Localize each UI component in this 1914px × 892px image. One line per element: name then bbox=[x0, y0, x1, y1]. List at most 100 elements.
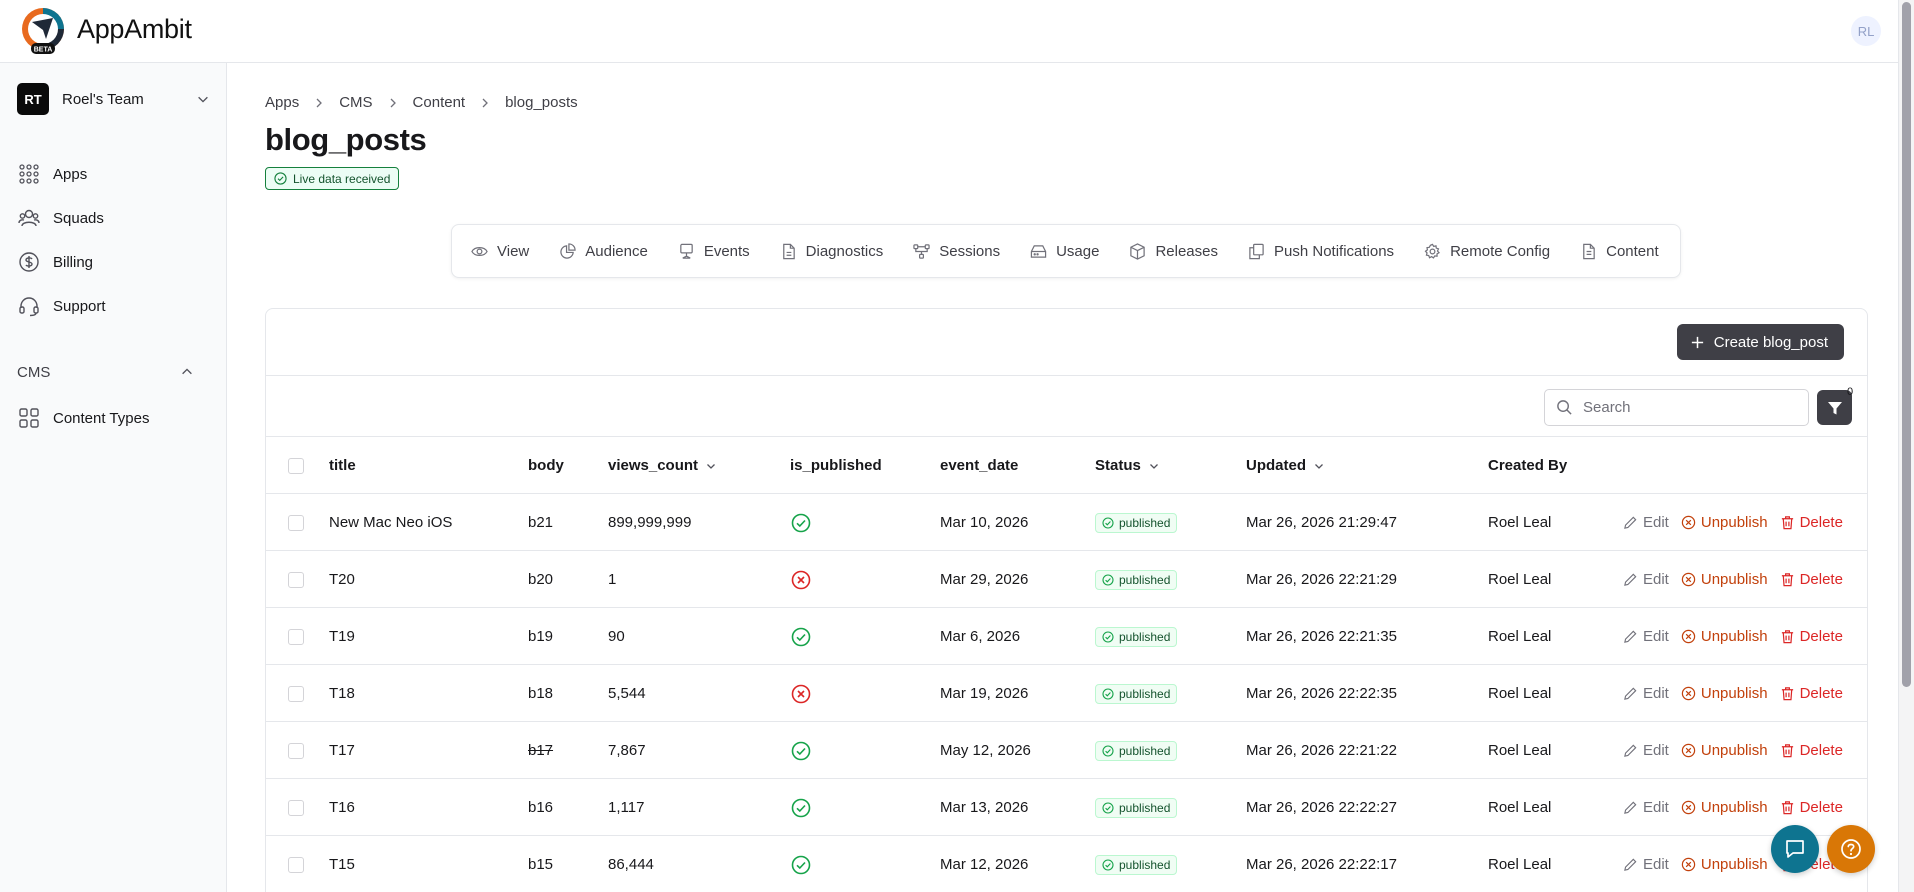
cell-views-count: 899,999,999 bbox=[608, 514, 692, 531]
unpublish-button[interactable]: Unpublish bbox=[1681, 799, 1768, 816]
search-box[interactable] bbox=[1544, 389, 1809, 426]
cell-body: b15 bbox=[528, 856, 554, 873]
tab-push-notifications[interactable]: Push Notifications bbox=[1248, 243, 1394, 260]
cell-views-count: 1 bbox=[608, 571, 617, 588]
delete-button[interactable]: Delete bbox=[1780, 685, 1843, 702]
delete-button[interactable]: Delete bbox=[1780, 514, 1843, 531]
unpublish-button[interactable]: Unpublish bbox=[1681, 571, 1768, 588]
status-badge: published bbox=[1095, 740, 1178, 761]
layout-grid-icon bbox=[19, 408, 39, 428]
delete-button[interactable]: Delete bbox=[1780, 742, 1843, 759]
breadcrumb-cms[interactable]: CMS bbox=[339, 94, 373, 111]
tab-events[interactable]: Events bbox=[678, 243, 750, 260]
tab-audience[interactable]: Audience bbox=[559, 243, 648, 260]
unpublish-button[interactable]: Unpublish bbox=[1681, 628, 1768, 645]
edit-button[interactable]: Edit bbox=[1623, 856, 1669, 873]
breadcrumb-apps[interactable]: Apps bbox=[265, 94, 300, 111]
chevron-down-icon bbox=[707, 463, 715, 469]
row-checkbox[interactable] bbox=[288, 742, 304, 759]
cell-body: b16 bbox=[528, 799, 554, 816]
column-header-views-count[interactable]: views_count bbox=[608, 437, 717, 494]
breadcrumb-content[interactable]: Content bbox=[412, 94, 466, 111]
tab-remote-config[interactable]: Remote Config bbox=[1424, 243, 1550, 260]
unpublish-button[interactable]: Unpublish bbox=[1681, 514, 1768, 531]
cell-views-count: 5,544 bbox=[608, 685, 646, 702]
cell-title: T20 bbox=[329, 571, 355, 588]
cell-is-published bbox=[791, 722, 811, 779]
cell-title: New Mac Neo iOS bbox=[329, 514, 453, 531]
sidebar: RT Roel's Team Apps Squads Billing Suppo… bbox=[0, 63, 227, 892]
help-button[interactable] bbox=[1827, 825, 1875, 873]
select-all-checkbox[interactable] bbox=[288, 457, 304, 474]
edit-button[interactable]: Edit bbox=[1623, 685, 1669, 702]
row-checkbox[interactable] bbox=[288, 799, 304, 816]
pencil-icon bbox=[1624, 858, 1637, 871]
cell-updated: Mar 26, 2026 22:21:29 bbox=[1246, 571, 1397, 588]
sidebar-item-squads[interactable]: Squads bbox=[18, 203, 213, 233]
user-avatar[interactable]: RL bbox=[1851, 16, 1881, 46]
check-circle-icon bbox=[1102, 630, 1114, 643]
column-header-updated[interactable]: Updated bbox=[1246, 437, 1325, 494]
cell-title: T16 bbox=[329, 799, 355, 816]
row-checkbox[interactable] bbox=[288, 685, 304, 702]
pencil-icon bbox=[1624, 744, 1637, 757]
table-row: T16 b16 1,117 Mar 13, 2026 published Mar 26, … bbox=[266, 779, 1867, 836]
unpublish-button[interactable]: Unpublish bbox=[1681, 685, 1768, 702]
appambit-logo[interactable]: BETA bbox=[19, 6, 69, 56]
check-circle-icon bbox=[791, 855, 811, 874]
sidebar-item-billing[interactable]: Billing bbox=[18, 247, 213, 277]
row-checkbox[interactable] bbox=[288, 514, 304, 531]
delete-label: Delete bbox=[1799, 742, 1843, 759]
cell-event-date: Mar 6, 2026 bbox=[940, 628, 1021, 645]
scrollbar-thumb[interactable] bbox=[1902, 2, 1911, 687]
cell-event-date: Mar 12, 2026 bbox=[940, 856, 1029, 873]
delete-button[interactable]: Delete bbox=[1780, 628, 1843, 645]
team-switcher[interactable]: RT Roel's Team bbox=[17, 83, 210, 115]
unpublish-button[interactable]: Unpublish bbox=[1681, 742, 1768, 759]
unpublish-button[interactable]: Unpublish bbox=[1681, 856, 1768, 873]
cell-event-date: May 12, 2026 bbox=[940, 742, 1031, 759]
cell-status: published bbox=[1095, 608, 1178, 665]
sidebar-section-cms[interactable]: CMS bbox=[17, 362, 194, 382]
tab-view[interactable]: View bbox=[471, 243, 529, 260]
tab-diagnostics[interactable]: Diagnostics bbox=[780, 243, 883, 260]
create-blog-post-button[interactable]: Create blog_post bbox=[1676, 324, 1844, 360]
tab-releases[interactable]: Releases bbox=[1129, 243, 1218, 260]
delete-button[interactable]: Delete bbox=[1780, 571, 1843, 588]
status-badge: published bbox=[1095, 683, 1178, 704]
status-label: published bbox=[1119, 743, 1171, 758]
chevron-down-icon bbox=[1315, 463, 1323, 469]
edit-button[interactable]: Edit bbox=[1623, 628, 1669, 645]
row-checkbox[interactable] bbox=[288, 856, 304, 873]
unpublish-label: Unpublish bbox=[1700, 685, 1768, 702]
x-circle-icon bbox=[791, 684, 811, 703]
tab-label: Content bbox=[1606, 242, 1659, 260]
sidebar-item-apps[interactable]: Apps bbox=[18, 159, 213, 189]
cell-updated: Mar 26, 2026 22:22:17 bbox=[1246, 856, 1397, 873]
divider bbox=[266, 375, 1867, 376]
edit-button[interactable]: Edit bbox=[1623, 514, 1669, 531]
trash-icon bbox=[1781, 573, 1793, 587]
row-checkbox[interactable] bbox=[288, 571, 304, 588]
filter-button[interactable] bbox=[1817, 390, 1852, 425]
edit-button[interactable]: Edit bbox=[1623, 571, 1669, 588]
sidebar-item-content-types[interactable]: Content Types bbox=[18, 403, 213, 433]
edit-button[interactable]: Edit bbox=[1623, 799, 1669, 816]
status-badge: published bbox=[1095, 854, 1178, 875]
eye-icon bbox=[471, 246, 488, 256]
tab-usage[interactable]: Usage bbox=[1030, 243, 1099, 260]
tab-content[interactable]: Content bbox=[1580, 243, 1659, 260]
table-row: T17 b17 7,867 May 12, 2026 published Mar 26, … bbox=[266, 722, 1867, 779]
column-header-status[interactable]: Status bbox=[1095, 437, 1160, 494]
edit-button[interactable]: Edit bbox=[1623, 742, 1669, 759]
sidebar-item-support[interactable]: Support bbox=[18, 291, 213, 321]
chat-button[interactable] bbox=[1771, 825, 1819, 873]
tab-sessions[interactable]: Sessions bbox=[913, 243, 1000, 260]
row-checkbox[interactable] bbox=[288, 628, 304, 645]
x-circle-icon bbox=[1681, 572, 1696, 587]
delete-button[interactable]: Delete bbox=[1780, 799, 1843, 816]
search-input[interactable] bbox=[1583, 399, 1783, 416]
edit-label: Edit bbox=[1643, 742, 1669, 759]
page-scrollbar[interactable] bbox=[1898, 0, 1914, 892]
create-button-label: Create blog_post bbox=[1713, 333, 1828, 351]
